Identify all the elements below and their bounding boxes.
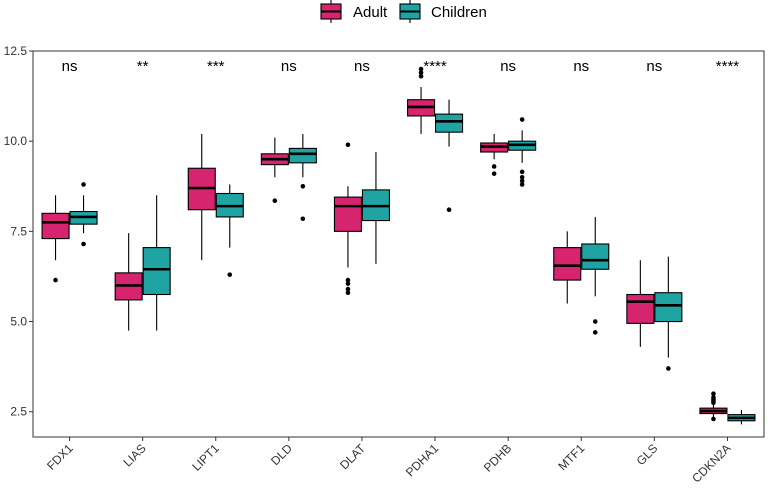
box-children-pdha1 (434, 99, 464, 213)
box-iqr (626, 293, 655, 324)
box-children-cdkn2a (727, 409, 756, 425)
box-adult-pdhb (480, 133, 509, 176)
box-children-dlat (361, 152, 391, 264)
x-tick-label-dld: DLD (268, 441, 295, 468)
box-adult-dlat (333, 142, 363, 296)
outlier-point (491, 164, 497, 169)
significance-label-dlat: ns (354, 58, 370, 75)
x-tick-label-lias: LIAS (120, 441, 148, 469)
box-adult-lipt1 (187, 133, 216, 261)
y-tick-label: 7.5 (10, 224, 27, 238)
outlier-point (711, 391, 716, 397)
outlier-point (711, 416, 716, 422)
significance-label-gls: ns (646, 58, 662, 75)
outlier-point (345, 277, 351, 283)
significance-label-dld: ns (281, 58, 297, 75)
x-tick-label-dlat: DLAT (337, 441, 368, 472)
box-adult-lias (114, 233, 143, 331)
box-children-lipt1 (215, 184, 244, 277)
box-iqr (333, 196, 363, 232)
x-tick-label-pdha1: PDHA1 (403, 441, 441, 479)
box-adult-mtf1 (553, 231, 582, 304)
outlier-point (272, 198, 278, 204)
box-children-lias (142, 195, 171, 331)
outlier-point (345, 286, 351, 292)
box-adult-cdkn2a (699, 391, 728, 422)
x-axis: FDX1 LIAS LIPT1 DLD DLAT PDHA1 PDHB MTF1 GLS CDKN… (44, 437, 734, 486)
box-iqr (553, 247, 582, 281)
box-children-fdx1 (69, 182, 98, 247)
box-children-pdhb (508, 117, 537, 187)
legend: Adult Children (320, 0, 487, 23)
significance-label-fdx1: ns (62, 58, 78, 75)
outlier-point (592, 330, 598, 335)
x-tick-label-cdkn2a: CDKN2A (689, 441, 733, 485)
box-adult-dld (260, 137, 289, 204)
outlier-point (300, 216, 306, 222)
outlier-point (519, 174, 525, 180)
box-adult-gls (626, 260, 655, 347)
significance-label-lipt1: *** (207, 58, 225, 75)
outlier-point (53, 277, 58, 283)
legend-label-adult: Adult (353, 4, 388, 21)
outlier-point (519, 182, 525, 187)
y-tick-label: 12.5 (4, 44, 28, 58)
box-adult-pdha1 (406, 66, 436, 134)
outlier-point (519, 178, 525, 184)
plot-panel (32, 50, 765, 438)
box-iqr (654, 292, 683, 323)
outlier-point (418, 66, 424, 72)
legend-label-children: Children (431, 4, 487, 21)
x-tick-label-pdhb: PDHB (481, 441, 514, 474)
outlier-point (81, 241, 86, 247)
significance-label-mtf1: ns (573, 58, 589, 75)
y-tick-label: 10.0 (4, 134, 28, 148)
boxes-layer (41, 66, 756, 425)
outlier-point (345, 142, 351, 148)
outlier-point (300, 183, 306, 189)
significance-label-lias: ** (137, 58, 149, 75)
y-tick-label: 5.0 (10, 315, 27, 329)
significance-label-cdkn2a: **** (716, 58, 740, 75)
outlier-point (519, 117, 525, 122)
x-tick-label-gls: GLS (634, 441, 661, 468)
outlier-point (345, 290, 351, 296)
significance-layer: ns ** *** ns ns **** ns ns ns **** (62, 58, 740, 75)
outlier-point (345, 281, 351, 286)
outlier-point (446, 207, 452, 213)
box-iqr (142, 247, 171, 296)
box-children-dld (288, 133, 317, 222)
x-tick-label-lipt1: LIPT1 (189, 441, 222, 474)
box-iqr (434, 113, 464, 133)
outlier-point (666, 366, 671, 371)
outlier-point (418, 73, 424, 79)
x-tick-label-mtf1: MTF1 (555, 441, 587, 473)
outlier-point (711, 395, 716, 400)
box-children-mtf1 (581, 216, 610, 335)
box-children-gls (654, 256, 683, 371)
significance-label-pdhb: ns (500, 58, 516, 75)
box-adult-fdx1 (41, 195, 70, 283)
y-tick-label: 2.5 (10, 405, 27, 419)
outlier-point (491, 171, 497, 176)
y-axis: 2.5 5.0 7.5 10.0 12.5 (4, 44, 33, 419)
outlier-point (418, 70, 424, 75)
box-iqr (581, 243, 610, 270)
box-iqr (288, 147, 317, 164)
x-tick-label-fdx1: FDX1 (44, 441, 76, 473)
outlier-point (519, 169, 525, 175)
box-iqr (41, 212, 70, 240)
outlier-point (81, 182, 86, 187)
outlier-point (227, 272, 233, 277)
significance-label-pdha1: **** (423, 58, 447, 75)
outlier-point (592, 319, 598, 324)
